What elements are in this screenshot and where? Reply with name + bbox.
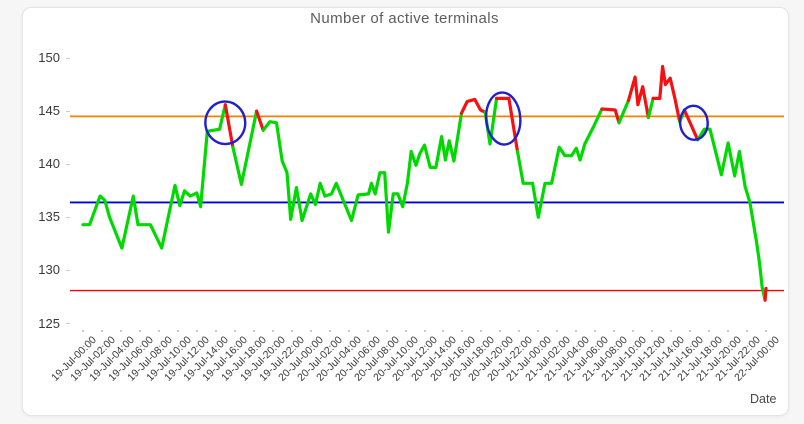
x-tick-mark [556,330,559,332]
y-tick-mark [66,216,70,218]
x-tick-mark [537,330,540,332]
x-tick-mark [214,330,217,332]
y-tick-mark [66,57,70,59]
x-tick-mark [632,330,635,332]
x-tick-mark [727,330,730,332]
y-tick-label: 130 [38,262,60,278]
chart-title: Number of active terminals [310,10,499,27]
y-tick-label: 140 [38,156,60,172]
x-tick-mark [347,330,350,332]
x-tick-mark [670,330,673,332]
x-tick-mark [480,330,483,332]
x-tick-mark [138,330,141,332]
x-tick-mark [119,330,122,332]
x-tick-mark [518,330,521,332]
y-tick-label: 125 [38,315,60,331]
x-tick-mark [708,330,711,332]
x-tick-mark [765,330,767,332]
x-tick-mark [613,330,616,332]
y-tick-mark [66,110,70,112]
x-tick-mark [575,330,578,332]
x-tick-mark [651,330,654,332]
x-tick-mark [176,330,179,332]
x-tick-mark [233,330,236,332]
x-tick-mark [689,330,692,332]
y-tick-label: 150 [38,50,60,65]
x-tick-mark [594,330,597,332]
y-tick-mark [66,269,70,271]
y-tick-label: 145 [38,103,60,119]
y-tick-label: 135 [38,209,60,225]
x-tick-mark [385,330,388,332]
x-tick-mark [461,330,464,332]
x-tick-mark [309,330,312,332]
x-tick-mark [271,330,274,332]
x-tick-mark [442,330,445,332]
x-tick-mark [328,330,331,332]
y-tick-mark [66,323,70,324]
x-tick-mark [100,330,103,332]
x-tick-mark [423,330,426,332]
x-tick-mark [366,330,369,332]
x-tick-mark [499,330,502,332]
x-axis-title: Date [750,392,777,406]
y-tick-mark [66,163,70,165]
x-tick-mark [252,330,255,332]
x-tick-mark [195,330,198,332]
x-tick-mark [404,330,407,332]
x-tick-mark [82,330,84,332]
x-tick-mark [746,330,749,332]
x-tick-mark [290,330,293,332]
x-tick-mark [157,330,160,332]
